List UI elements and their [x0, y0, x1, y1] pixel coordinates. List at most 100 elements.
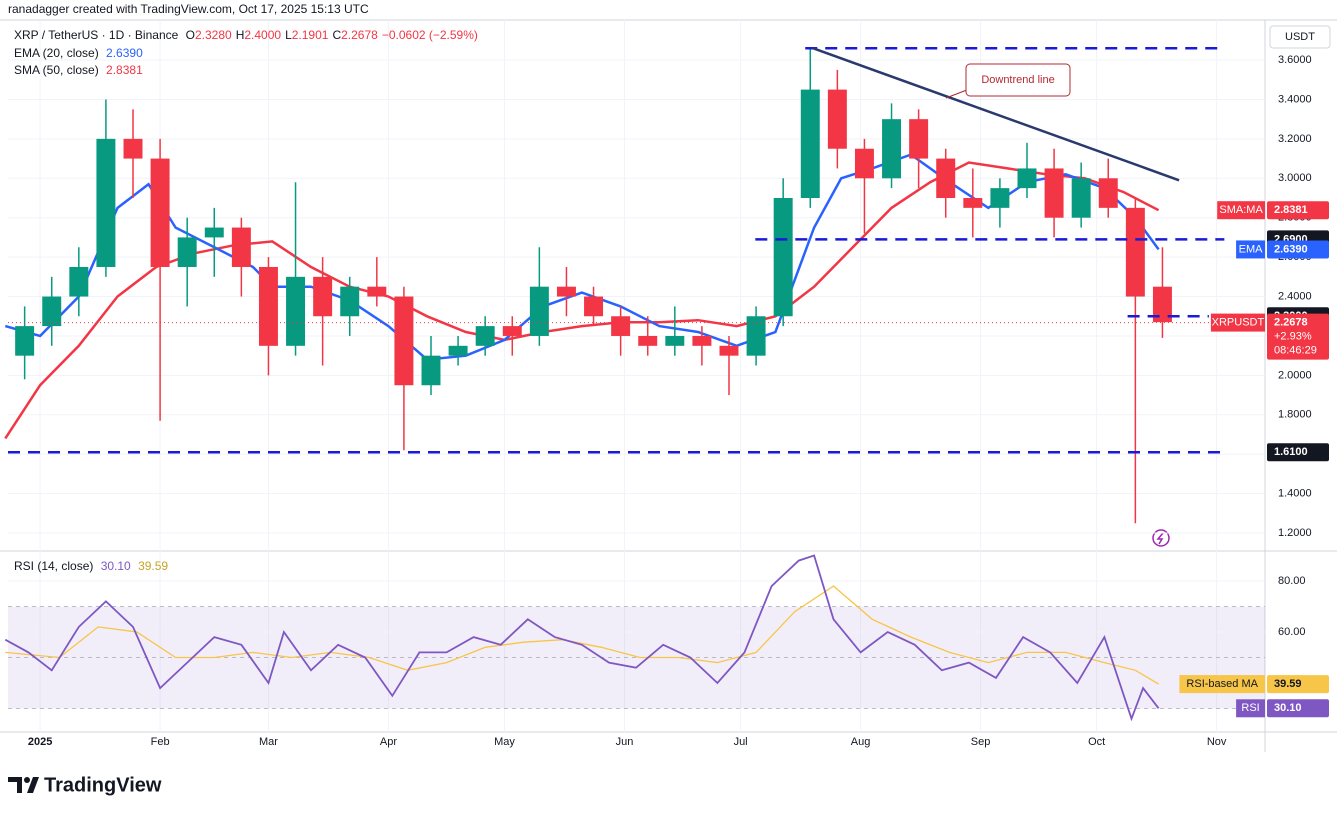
countdown: 08:46:29 — [1274, 345, 1317, 357]
ohlc-value: 2.3280 — [194, 28, 232, 42]
tag-name-box — [1179, 675, 1265, 694]
y-tick-label: 3.4000 — [1278, 93, 1312, 105]
tag-box — [1267, 675, 1329, 694]
candle-body — [69, 266, 89, 297]
x-tick-label: Apr — [380, 736, 397, 748]
callout-text: Downtrend line — [981, 74, 1054, 86]
candle-body — [340, 286, 360, 317]
tag-value: 2.6390 — [1274, 243, 1308, 255]
last-price-box — [1267, 313, 1329, 360]
candle-body — [746, 316, 766, 356]
rsi-value: 30.10 — [100, 559, 131, 573]
rsi-legend: RSI (14, close) 30.10 39.59 — [14, 559, 172, 573]
logo: TradingView — [8, 774, 162, 796]
y-tick-label: 3.2000 — [1278, 133, 1312, 145]
tag-name-box — [1210, 313, 1265, 332]
candle-body — [665, 335, 685, 346]
symbol: XRP / TetherUS · 1D · Binance — [14, 28, 179, 42]
price-change: −0.0602 (−2.59%) — [381, 28, 478, 42]
candle-body — [584, 296, 604, 317]
candle-body — [854, 148, 874, 179]
candle-body — [1098, 178, 1118, 208]
grid — [8, 20, 1265, 732]
ohlc-value: 2.1901 — [291, 28, 329, 42]
candle-body — [15, 326, 35, 356]
candle-body — [936, 158, 956, 198]
candle-body — [909, 119, 929, 159]
tag-name-box — [1236, 240, 1265, 259]
candle-body — [773, 198, 793, 317]
last-price: 2.2678 — [1274, 317, 1308, 329]
candle-body — [123, 138, 143, 159]
logo-mark-dot — [24, 777, 30, 783]
candle-body — [529, 286, 549, 336]
candle-body — [556, 286, 576, 297]
candle-body — [313, 276, 333, 317]
event-icon-bolt — [1156, 532, 1164, 545]
tag-name: RSI — [1241, 702, 1259, 714]
tag-box — [1267, 201, 1329, 220]
tag-value: 1.6100 — [1274, 446, 1308, 458]
x-tick-label: Jul — [734, 736, 748, 748]
candle-body — [177, 237, 197, 267]
tag-box — [1267, 443, 1329, 462]
x-tick-label: Oct — [1088, 736, 1105, 748]
x-tick-label: Aug — [851, 736, 871, 748]
y-tick-label: 1.4000 — [1278, 488, 1312, 500]
indicator-line — [5, 585, 1159, 685]
sma-legend: SMA (50, close) 2.8381 — [14, 63, 147, 77]
candle-body — [204, 227, 224, 238]
currency-box[interactable] — [1269, 25, 1331, 49]
tag-name: XRPUSDT — [1212, 317, 1265, 329]
ema-name: EMA (20, close) — [14, 46, 99, 60]
candle-body — [692, 335, 712, 346]
candle-body — [1044, 168, 1064, 218]
tag-value: 30.10 — [1274, 702, 1302, 714]
sma-name: SMA (50, close) — [14, 63, 99, 77]
candle-body — [475, 326, 495, 346]
x-tick-label: Feb — [151, 736, 170, 748]
candle-body — [990, 188, 1010, 208]
candle-body — [394, 296, 414, 386]
candle-body — [286, 276, 306, 346]
y-tick-label: 3.6000 — [1278, 54, 1312, 66]
candle-body — [421, 355, 441, 386]
x-tick-label: Nov — [1207, 736, 1227, 748]
candle-body — [96, 138, 116, 267]
rsi-tick-label: 60.00 — [1278, 626, 1306, 638]
ohlc-key: L — [285, 28, 292, 42]
x-tick-label: Jun — [616, 736, 634, 748]
candle-body — [502, 326, 522, 336]
tag-value: 39.59 — [1274, 678, 1302, 690]
candle-body — [231, 227, 251, 267]
ema-value: 2.6390 — [106, 46, 143, 60]
indicator-line — [4, 554, 1160, 722]
y-tick-label: 3.0000 — [1278, 172, 1312, 184]
candle-body — [611, 316, 631, 336]
event-icon[interactable] — [1152, 529, 1170, 547]
x-tick-label: Sep — [971, 736, 991, 748]
logo-mark-slash — [27, 777, 39, 793]
attribution: ranadagger created with TradingView.com,… — [8, 2, 369, 16]
tag-name: RSI-based MA — [1186, 678, 1258, 690]
candle-body — [42, 296, 62, 327]
tag-name-box — [1217, 201, 1265, 220]
candle-body — [1017, 168, 1037, 189]
tag-value: 2.8381 — [1274, 204, 1308, 216]
tag-name: SMA:MA — [1219, 204, 1263, 216]
candle-body — [1125, 207, 1145, 297]
candle-body — [1152, 286, 1172, 323]
ohlc-value: 2.4000 — [244, 28, 282, 42]
sma-value: 2.8381 — [106, 63, 143, 77]
tag-name-box — [1236, 699, 1265, 718]
candle-body — [258, 266, 278, 346]
tag-box — [1267, 699, 1329, 718]
rsi-name: RSI (14, close) — [14, 559, 94, 573]
callout-box — [965, 63, 1071, 97]
ohlc-key: H — [235, 28, 245, 42]
tag-box — [1267, 240, 1329, 259]
rsi-ma-value: 39.59 — [138, 559, 169, 573]
x-tick-label: 2025 — [28, 736, 52, 748]
